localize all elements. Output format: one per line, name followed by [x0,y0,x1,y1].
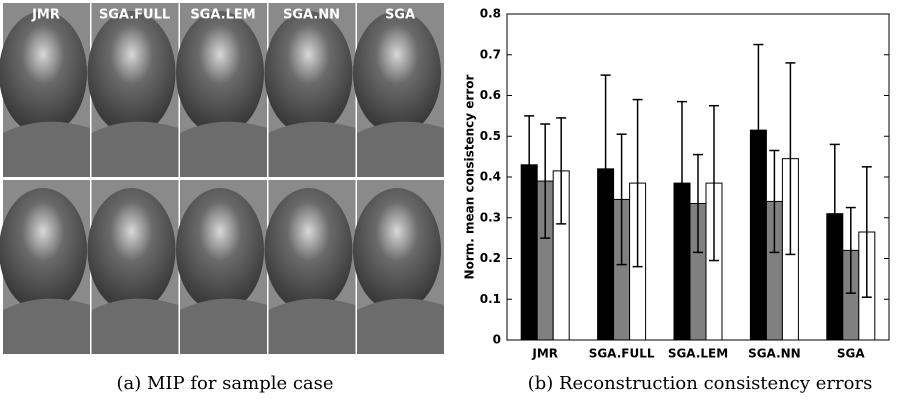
x-tick-label: SGA.LEM [668,347,728,361]
column-label: SGA [385,8,415,23]
mip-image [353,180,444,354]
x-tick-label: JMR [531,347,558,361]
plot-frame [506,13,890,341]
caption: (a) MIP for sample case [116,373,333,394]
mip-image [87,3,179,177]
mip-image [176,3,267,177]
y-tick-label: 0.3 [480,210,501,224]
column-label: SGA.LEM [190,8,255,23]
x-tick-label: SGA [837,347,865,361]
caption: (b) Reconstruction consistency errors [528,373,873,394]
y-tick-label: 0.4 [480,170,501,184]
y-axis-label: Norm. mean consistency error [463,74,477,279]
column-label: SGA.NN [283,8,340,23]
y-tick-label: 0.5 [480,129,501,143]
column-label: JMR [31,8,60,23]
y-tick-label: 0.7 [480,47,501,61]
x-tick-label: SGA.NN [748,347,801,361]
image-grid: JMR SGA.FULL SGA.LEM SGA.NN SGA [0,3,444,354]
mip-image [264,180,356,354]
mip-image [353,3,444,177]
mip-image [0,180,90,354]
y-tick-label: 0.2 [480,251,501,265]
y-tick-label: 0.6 [480,88,501,102]
mip-image [176,180,267,354]
y-tick-label: 0.8 [480,7,501,21]
x-tick-label: SGA.FULL [589,347,655,361]
y-tick-label: 0 [493,333,501,347]
mip-image [264,3,356,177]
mip-image [87,180,179,354]
column-label: SGA.FULL [99,8,170,23]
y-tick-label: 0.1 [480,292,501,306]
mip-image [0,3,90,177]
